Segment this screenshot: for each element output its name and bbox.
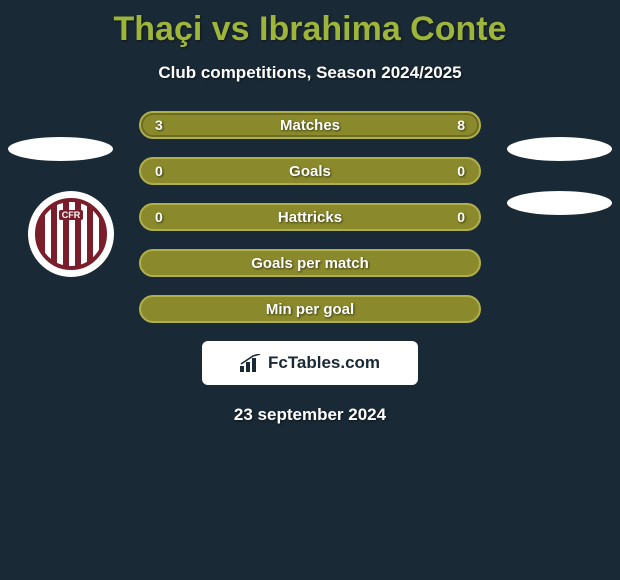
stat-value-left: 0 <box>155 209 163 225</box>
stat-row-goals: 0 Goals 0 <box>139 157 481 185</box>
stat-label: Min per goal <box>266 301 354 318</box>
stats-area: CFR 3 Matches 8 0 Goals 0 0 Hattricks 0 <box>0 111 620 425</box>
stat-label: Hattricks <box>278 209 342 226</box>
stat-row-hattricks: 0 Hattricks 0 <box>139 203 481 231</box>
stat-pill: Min per goal <box>139 295 481 323</box>
stat-value-left: 3 <box>155 117 163 133</box>
date-label: 23 september 2024 <box>0 405 620 425</box>
stat-pill: 0 Goals 0 <box>139 157 481 185</box>
brand-badge: FcTables.com <box>202 341 418 385</box>
stat-label: Goals <box>289 163 331 180</box>
stat-pill: Goals per match <box>139 249 481 277</box>
stat-label: Goals per match <box>251 255 369 272</box>
stat-row-mpg: Min per goal <box>139 295 481 323</box>
stat-label: Matches <box>280 117 340 134</box>
stat-row-gpm: Goals per match <box>139 249 481 277</box>
stat-fill-right <box>230 115 477 135</box>
team-badge-graphic: CFR <box>35 198 107 270</box>
brand-label: FcTables.com <box>268 353 380 373</box>
stat-value-right: 8 <box>457 117 465 133</box>
stat-row-matches: 3 Matches 8 <box>139 111 481 139</box>
team-right-marker <box>507 191 612 215</box>
stat-value-left: 0 <box>155 163 163 179</box>
player-right-marker <box>507 137 612 161</box>
stat-pill: 3 Matches 8 <box>139 111 481 139</box>
page-title: Thaçi vs Ibrahima Conte <box>0 0 620 49</box>
player-left-marker <box>8 137 113 161</box>
team-left-badge: CFR <box>28 191 114 277</box>
subtitle: Club competitions, Season 2024/2025 <box>0 63 620 83</box>
stat-pill: 0 Hattricks 0 <box>139 203 481 231</box>
stat-value-right: 0 <box>457 163 465 179</box>
team-badge-label: CFR <box>59 210 84 220</box>
chart-icon <box>240 354 262 372</box>
stat-value-right: 0 <box>457 209 465 225</box>
